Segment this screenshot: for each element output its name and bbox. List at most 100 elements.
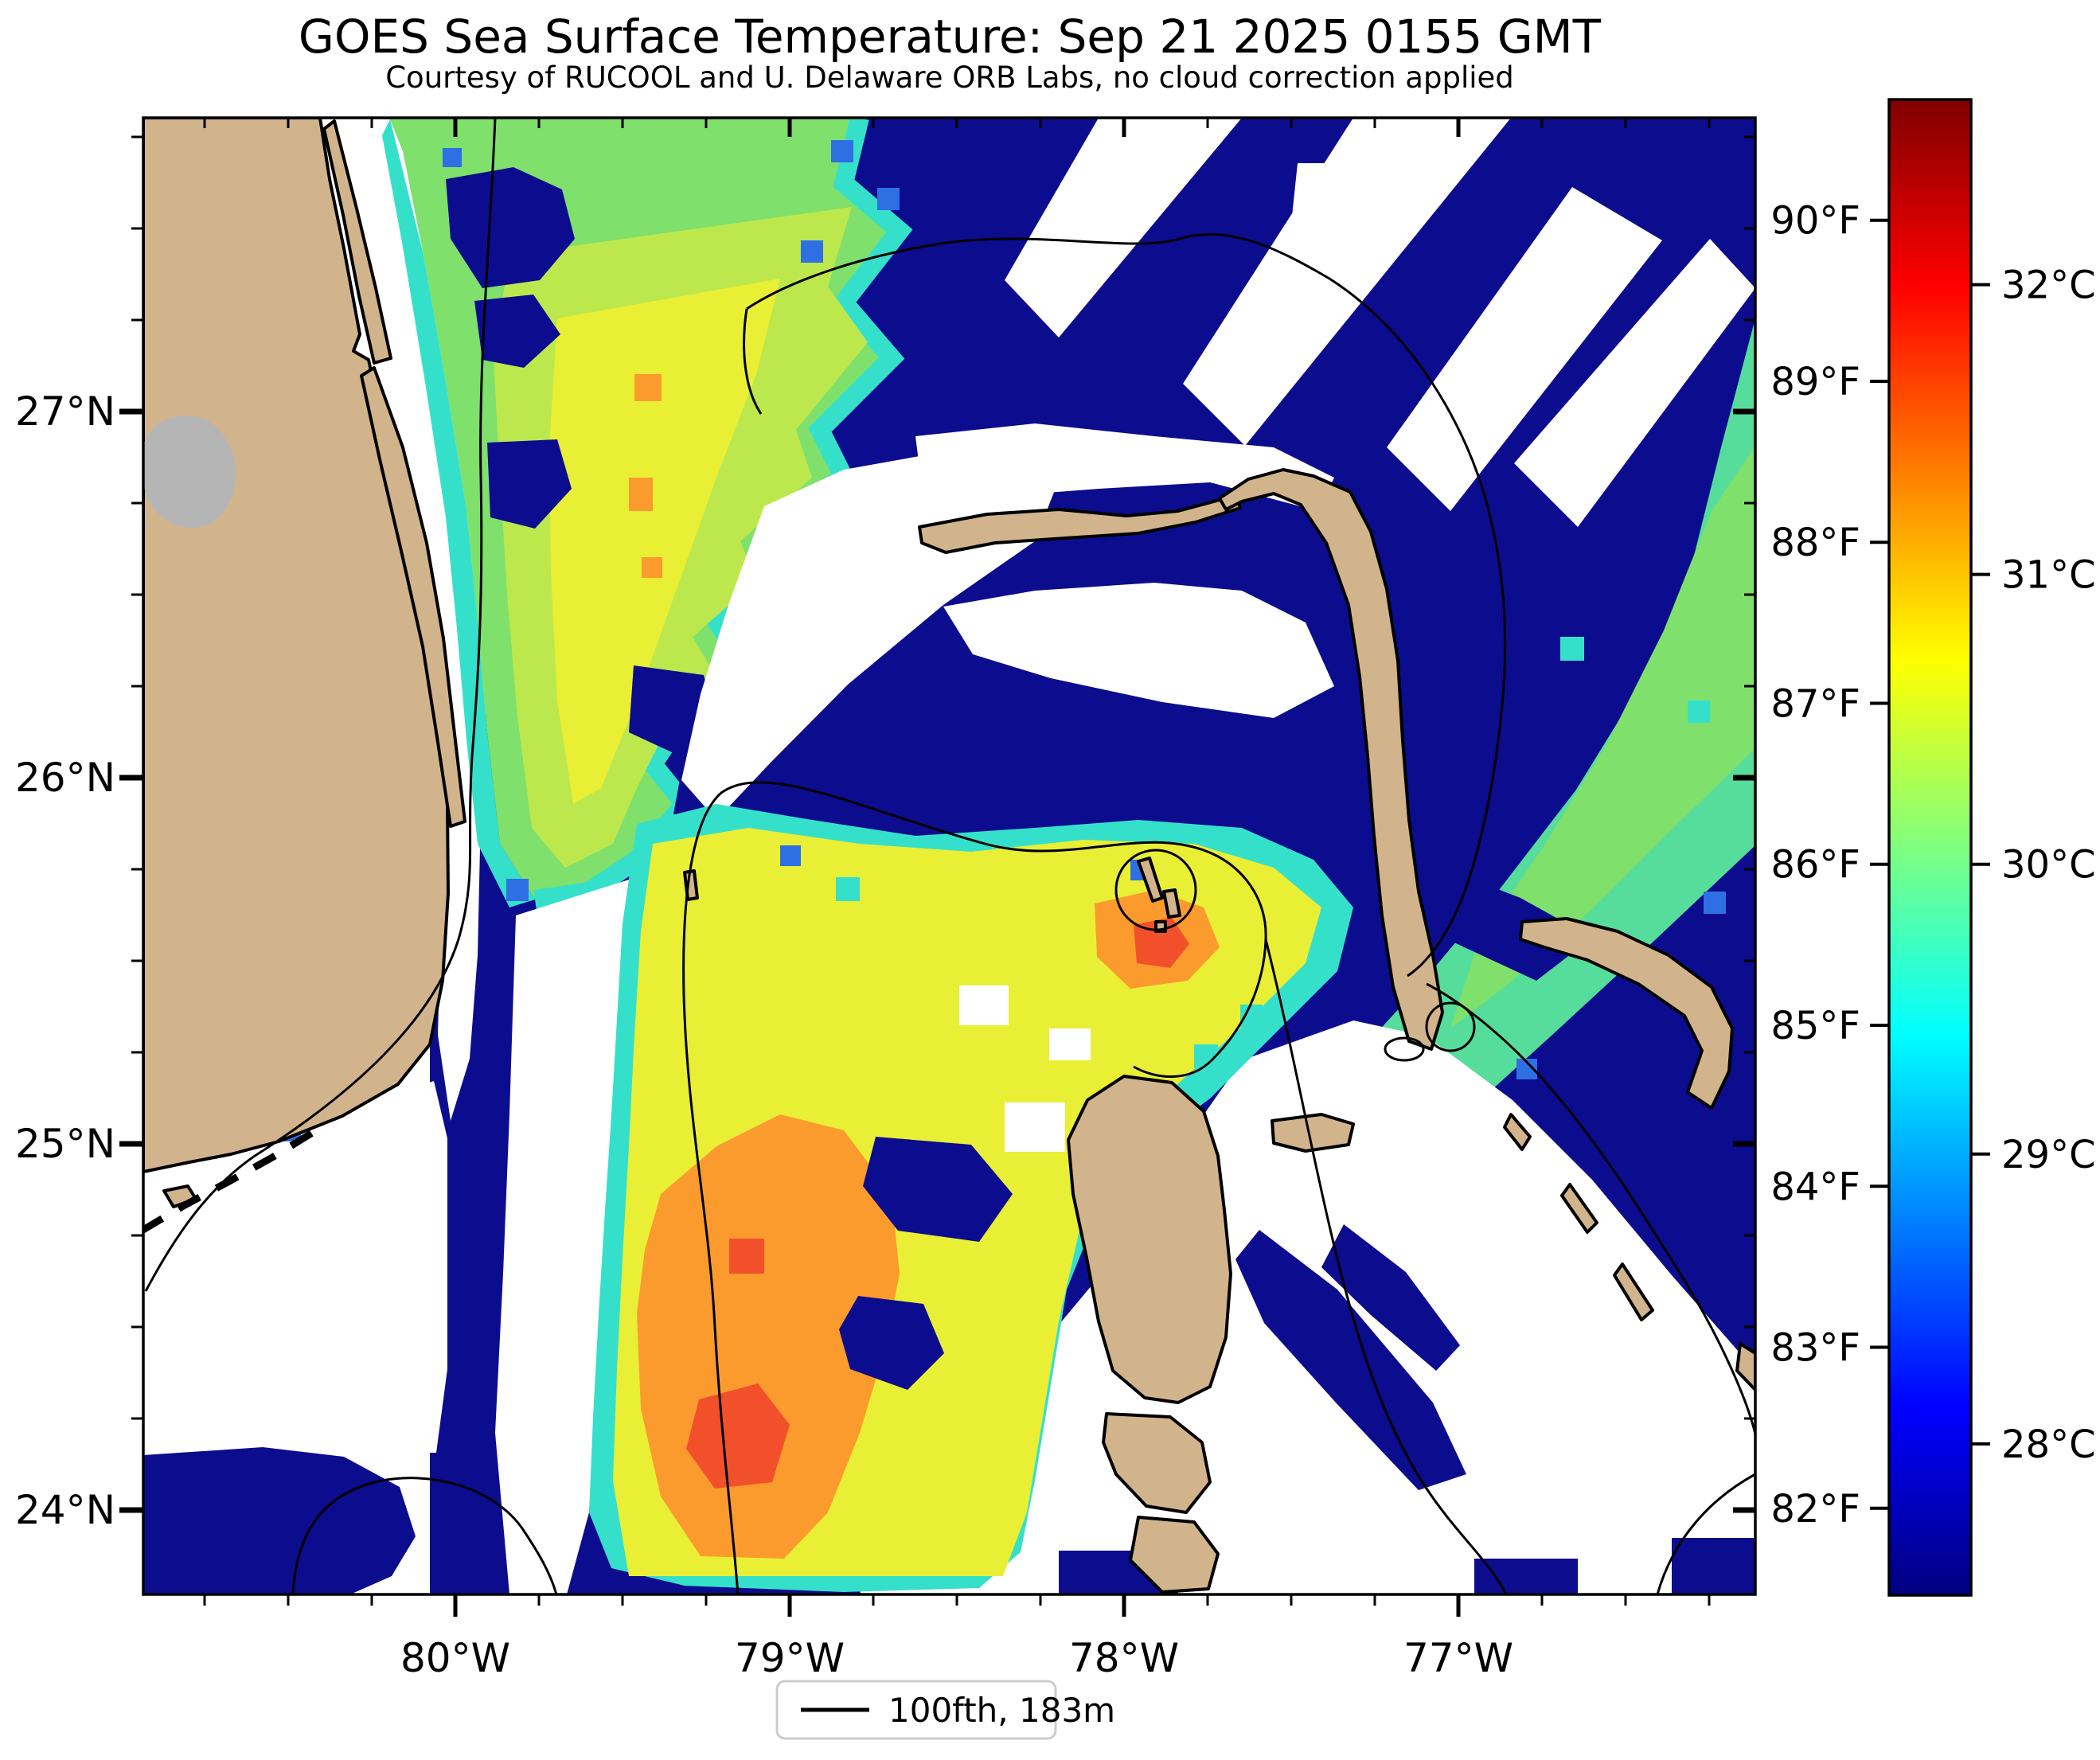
contour-blue-hole bbox=[1425, 1001, 1476, 1052]
barrier-island bbox=[360, 366, 466, 828]
colorbar-f-label: 88°F bbox=[1770, 521, 1860, 565]
sst-map bbox=[143, 118, 1755, 1594]
sst-coast-cyan-band bbox=[382, 119, 535, 907]
sst-navy-hole bbox=[839, 1296, 944, 1390]
eleuthera-island bbox=[1519, 917, 1734, 1110]
sst-navy-hole bbox=[863, 1137, 1013, 1242]
sst-orange-speckle bbox=[634, 374, 662, 401]
andros-south-fragment bbox=[1102, 1412, 1212, 1514]
sst-blue-speckle bbox=[506, 879, 529, 901]
land-layer bbox=[143, 118, 1755, 1594]
y-axis-label: 24°N bbox=[15, 1487, 115, 1533]
y-axis-label: 25°N bbox=[15, 1121, 115, 1167]
colorbar-c-label: 30°C bbox=[2001, 843, 2096, 888]
contour-little-bahama-hook bbox=[743, 308, 763, 415]
cloud-streak bbox=[1005, 118, 1242, 338]
legend-label: 100fth, 183m bbox=[888, 1691, 1115, 1730]
abaco-islands bbox=[1218, 468, 1444, 1051]
cloud-streak bbox=[1290, 163, 1403, 263]
colorbar-f-label: 87°F bbox=[1770, 681, 1860, 726]
cloud-streak bbox=[1387, 187, 1662, 511]
contour-layer bbox=[144, 118, 1755, 1594]
contour-blue-hole bbox=[1114, 849, 1197, 931]
colorbar-gradient bbox=[1887, 98, 1973, 1597]
sst-navy-bottom-bit bbox=[1474, 1559, 1578, 1594]
sst-navy-tongue-bar bbox=[1235, 1230, 1466, 1490]
colorbar-f-label: 83°F bbox=[1770, 1326, 1860, 1371]
colorbar-c-label: 28°C bbox=[2001, 1422, 2096, 1467]
contour-berry-loop bbox=[978, 841, 1267, 1079]
new-providence-island bbox=[1271, 1113, 1355, 1153]
sst-orange-speckle bbox=[629, 478, 653, 511]
sst-blue-speckle bbox=[1704, 892, 1726, 914]
exuma-cay bbox=[1560, 1183, 1598, 1234]
sst-navy-hole bbox=[487, 439, 572, 529]
sst-navy-southwest bbox=[143, 1447, 416, 1594]
sst-navy-tongue-bar bbox=[1321, 1224, 1460, 1371]
x-axis-label: 80°W bbox=[400, 1635, 510, 1681]
contour-great-bahama-bank-west bbox=[682, 781, 980, 1594]
sst-blue-speckle bbox=[443, 148, 462, 167]
plot-border bbox=[142, 116, 1757, 1596]
andros-island bbox=[1067, 1075, 1232, 1404]
cloud-streak bbox=[1514, 239, 1755, 527]
sst-red-hotspot bbox=[686, 1383, 790, 1489]
sst-navy-hole bbox=[446, 167, 575, 288]
grand-bahama-island bbox=[918, 492, 1242, 554]
sst-cyan-speckle bbox=[1688, 700, 1710, 723]
axes-layer: 80°W 79°W 78°W 77°W 27°N 26°N 25°N 24°N bbox=[15, 118, 1755, 1681]
y-axis-label: 26°N bbox=[15, 755, 115, 801]
sst-ne-band-core bbox=[1450, 446, 1755, 1028]
contour-florida-straits bbox=[144, 118, 497, 1292]
sst-blue-speckle bbox=[801, 240, 823, 263]
contour-blue-hole bbox=[1384, 1036, 1425, 1062]
sst-blue-speckle bbox=[877, 188, 900, 210]
berry-islands bbox=[1137, 857, 1164, 903]
legend-box bbox=[775, 1680, 1057, 1740]
berry-islands bbox=[1162, 888, 1181, 919]
x-axis-label: 77°W bbox=[1403, 1635, 1513, 1681]
colorbar-c-label: 29°C bbox=[2001, 1133, 2096, 1177]
y-axis-label: 27°N bbox=[15, 388, 115, 435]
contour-little-bahama-bank bbox=[746, 232, 1507, 978]
sst-navy-bottom-bit bbox=[1672, 1538, 1755, 1594]
x-axis-label: 79°W bbox=[735, 1635, 845, 1681]
sst-cyan-speckle bbox=[836, 877, 860, 901]
legend: 100fth, 183m bbox=[775, 1680, 1115, 1740]
sst-navy-hole bbox=[474, 295, 560, 368]
exuma-cay bbox=[1613, 1262, 1654, 1321]
sst-cyan-speckle bbox=[1240, 1005, 1263, 1027]
cloud-bit bbox=[1049, 1028, 1091, 1060]
cloud-bit bbox=[1005, 1102, 1065, 1152]
florida-keys-chain bbox=[143, 1129, 316, 1234]
cloud-west-of-plume bbox=[495, 880, 629, 1594]
colorbar: 90°F 89°F 88°F 87°F 86°F 85°F 84°F 83°F 82°F 32°C… bbox=[1770, 98, 2096, 1597]
cloud-florida-bay bbox=[143, 1081, 447, 1457]
lake-okeechobee bbox=[143, 415, 236, 529]
contour-corner bbox=[1656, 1473, 1755, 1594]
x-axis-label: 78°W bbox=[1069, 1635, 1179, 1681]
sst-cyan-speckle bbox=[1560, 637, 1584, 661]
cloud-grand-bahama-north bbox=[915, 423, 1334, 511]
colorbar-f-label: 84°F bbox=[1770, 1165, 1860, 1209]
barrier-island bbox=[322, 119, 392, 365]
contour-cay-sal-bank bbox=[291, 1477, 558, 1594]
colorbar-c-label: 31°C bbox=[2001, 553, 2096, 598]
sst-warm-patch-yellow bbox=[549, 279, 780, 804]
colorbar-c-label: 32°C bbox=[2001, 263, 2096, 308]
sst-blue-speckle bbox=[831, 140, 853, 162]
page-subtitle: Courtesy of RUCOOL and U. Delaware ORB L… bbox=[385, 60, 1514, 95]
edge-islet bbox=[1735, 1342, 1755, 1391]
andros-south-fragment bbox=[1129, 1516, 1220, 1594]
contour-tongue-of-ocean bbox=[1264, 939, 1508, 1594]
sst-red-hotspot bbox=[729, 1239, 764, 1274]
colorbar-f-label: 82°F bbox=[1770, 1487, 1860, 1532]
cloud-streak bbox=[1183, 118, 1511, 446]
colorbar-f-label: 90°F bbox=[1770, 199, 1860, 244]
colorbar-f-label: 89°F bbox=[1770, 360, 1860, 404]
colorbar-f-label: 85°F bbox=[1770, 1004, 1860, 1048]
exuma-cay bbox=[1503, 1113, 1532, 1151]
sst-blue-speckle bbox=[780, 845, 801, 866]
sst-orange-speckle bbox=[642, 557, 662, 578]
colorbar-f-label: 86°F bbox=[1770, 843, 1860, 888]
